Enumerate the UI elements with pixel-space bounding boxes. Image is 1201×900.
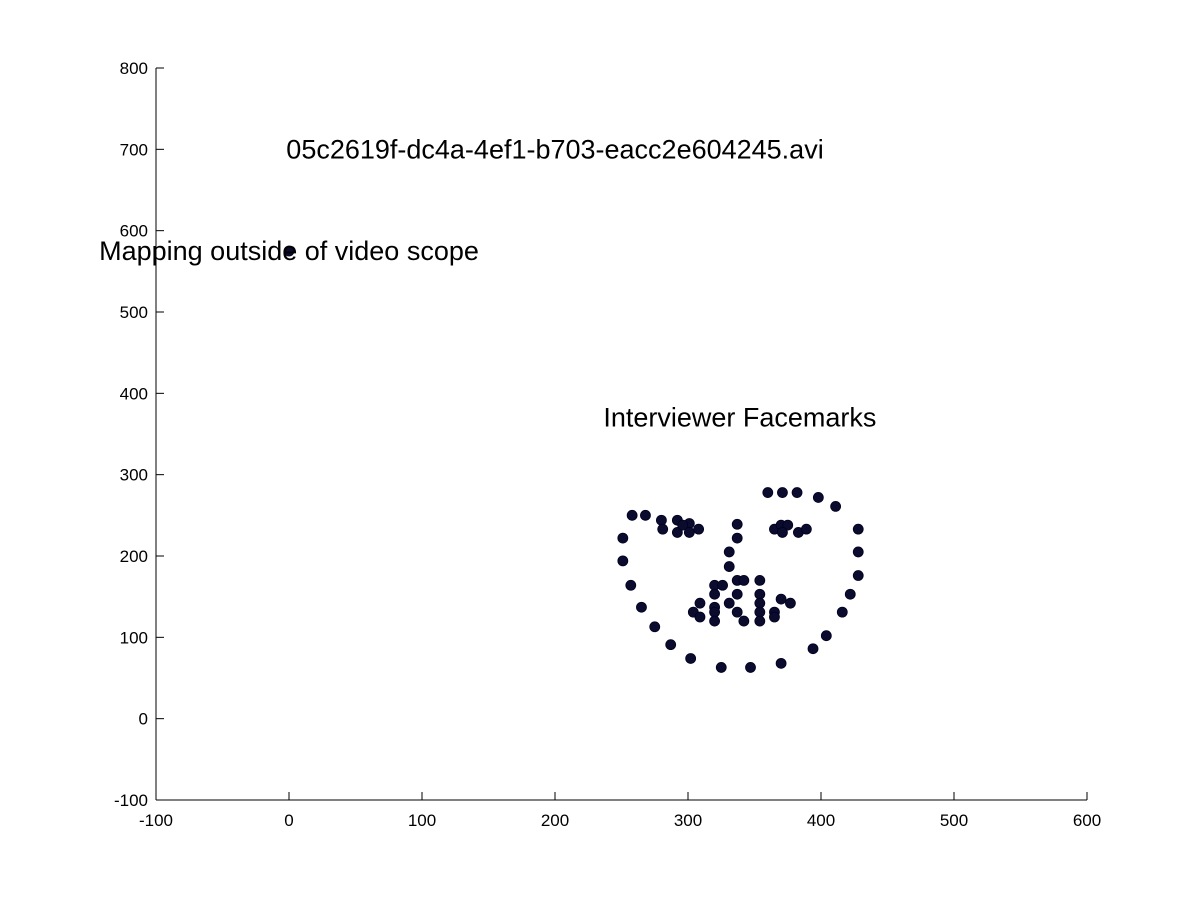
annotation-label: 05c2619f-dc4a-4ef1-b703-eacc2e604245.avi xyxy=(286,134,823,164)
data-point xyxy=(657,523,669,535)
data-point xyxy=(709,588,720,600)
x-tick-label: 300 xyxy=(674,811,702,830)
data-point xyxy=(617,532,629,544)
data-point xyxy=(693,523,705,535)
data-point xyxy=(844,588,856,600)
data-point xyxy=(791,487,803,498)
data-point xyxy=(785,597,796,609)
data-point xyxy=(820,630,832,642)
data-point xyxy=(738,575,750,586)
data-point xyxy=(782,519,794,531)
x-tick-label: -100 xyxy=(139,811,173,830)
annotation-label: Mapping outside of video scope xyxy=(99,236,479,266)
data-point xyxy=(731,532,743,544)
data-point xyxy=(754,597,766,609)
data-point xyxy=(754,606,766,618)
x-axis: -100 0 100 200 300 400 500 600 xyxy=(139,792,1101,830)
data-point xyxy=(685,653,697,664)
x-tick-label: 500 xyxy=(940,811,968,830)
data-point xyxy=(775,657,787,669)
y-tick-label: -100 xyxy=(114,791,148,810)
data-point xyxy=(812,492,824,503)
data-point xyxy=(671,527,683,538)
data-point xyxy=(715,662,727,673)
data-point xyxy=(677,519,689,531)
y-tick-label: 200 xyxy=(120,547,148,566)
y-tick-label: 100 xyxy=(120,628,148,647)
y-tick-label: 300 xyxy=(120,466,148,485)
y-tick-label: 600 xyxy=(120,222,148,241)
data-point xyxy=(617,555,629,567)
data-point xyxy=(649,621,661,633)
x-tick-label: 400 xyxy=(807,811,835,830)
x-tick-label: 600 xyxy=(1073,811,1101,830)
data-points xyxy=(283,245,864,673)
data-point xyxy=(769,611,780,623)
data-point xyxy=(731,518,743,530)
data-point xyxy=(762,487,774,498)
annotation-label: Interviewer Facemarks xyxy=(603,403,876,433)
axes xyxy=(155,68,1087,801)
data-point xyxy=(731,606,743,618)
y-axis: -100 0 100 200 300 400 500 600 700 800 xyxy=(114,59,164,810)
y-tick-label: 800 xyxy=(120,59,148,78)
data-point xyxy=(717,579,728,591)
data-point xyxy=(745,662,756,673)
y-tick-label: 0 xyxy=(139,710,148,729)
data-point xyxy=(683,527,695,538)
data-point xyxy=(656,514,667,526)
data-point xyxy=(283,245,295,257)
data-point xyxy=(807,643,819,655)
x-tick-label: 0 xyxy=(284,811,293,830)
x-tick-label: 100 xyxy=(408,811,436,830)
data-point xyxy=(731,588,743,600)
data-point xyxy=(723,561,735,572)
data-point xyxy=(852,523,864,535)
data-point xyxy=(852,546,864,558)
data-point xyxy=(754,588,766,600)
data-point xyxy=(636,601,647,613)
data-point xyxy=(625,579,637,591)
y-tick-label: 400 xyxy=(120,384,148,403)
data-point xyxy=(800,523,812,535)
data-point xyxy=(694,611,706,623)
data-point xyxy=(777,487,788,498)
data-point xyxy=(754,575,766,586)
data-point xyxy=(709,615,720,627)
annotations: 05c2619f-dc4a-4ef1-b703-eacc2e604245.avi… xyxy=(99,134,876,432)
data-point xyxy=(852,570,864,581)
data-point xyxy=(738,615,750,627)
data-point xyxy=(836,606,848,618)
data-point xyxy=(775,593,787,605)
x-tick-label: 200 xyxy=(541,811,569,830)
data-point xyxy=(777,527,788,538)
data-point xyxy=(694,597,706,609)
data-point xyxy=(723,546,735,558)
y-tick-label: 500 xyxy=(120,303,148,322)
data-point xyxy=(626,509,638,521)
data-point xyxy=(830,500,842,512)
y-tick-label: 700 xyxy=(120,140,148,159)
data-point xyxy=(723,597,735,609)
data-point xyxy=(665,639,677,651)
data-point xyxy=(754,615,766,627)
data-point xyxy=(640,509,651,521)
data-point xyxy=(709,606,720,618)
